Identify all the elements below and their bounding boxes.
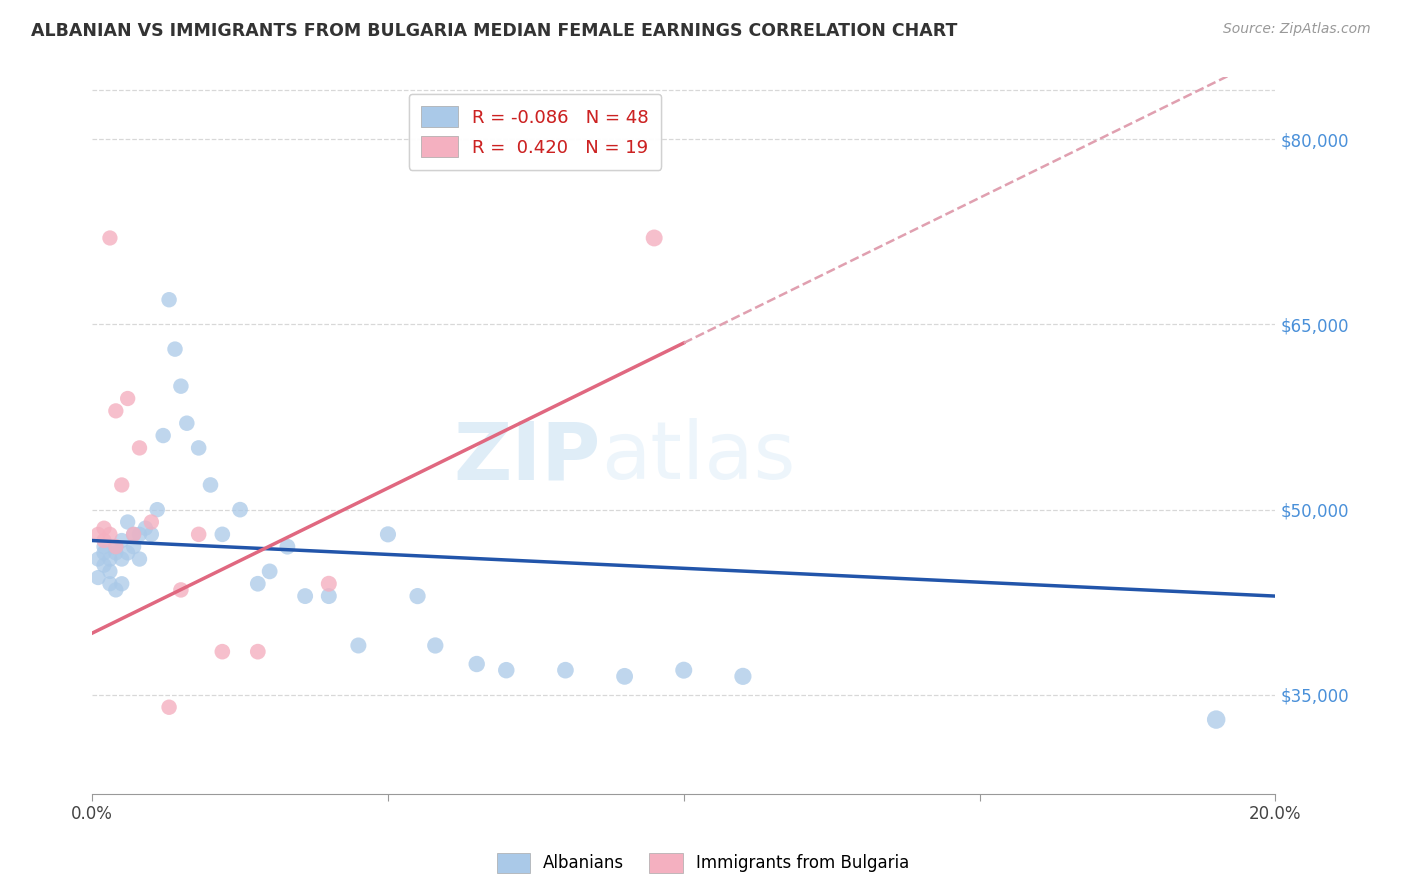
Point [246, 576, 269, 591]
Text: atlas: atlas [600, 418, 796, 496]
Point [104, 582, 127, 597]
Point [104, 546, 127, 560]
Point [98, 552, 121, 566]
Point [98, 231, 121, 245]
Point [98, 576, 121, 591]
Point [141, 527, 163, 541]
Point [672, 663, 695, 677]
Point [98, 565, 121, 579]
Point [259, 565, 281, 579]
Point [613, 669, 636, 683]
Point [731, 669, 754, 683]
Point [377, 527, 399, 541]
Point [111, 533, 134, 548]
Point [163, 342, 186, 356]
Point [111, 552, 134, 566]
Point [128, 527, 150, 541]
Point [122, 527, 145, 541]
Point [87, 552, 110, 566]
Point [117, 392, 139, 406]
Point [406, 589, 429, 603]
Point [134, 521, 156, 535]
Point [187, 527, 209, 541]
Point [104, 540, 127, 554]
Point [141, 515, 163, 529]
Point [425, 639, 447, 653]
Point [93, 533, 115, 548]
Point [318, 589, 340, 603]
Point [157, 700, 180, 714]
Text: ALBANIAN VS IMMIGRANTS FROM BULGARIA MEDIAN FEMALE EARNINGS CORRELATION CHART: ALBANIAN VS IMMIGRANTS FROM BULGARIA MED… [31, 22, 957, 40]
Point [276, 540, 298, 554]
Point [111, 478, 134, 492]
Point [128, 552, 150, 566]
Point [465, 657, 488, 671]
Point [643, 231, 665, 245]
Legend: R = -0.086   N = 48, R =  0.420   N = 19: R = -0.086 N = 48, R = 0.420 N = 19 [409, 94, 661, 169]
Point [495, 663, 517, 677]
Point [1205, 713, 1227, 727]
Point [122, 527, 145, 541]
Point [347, 639, 370, 653]
Point [122, 540, 145, 554]
Point [128, 441, 150, 455]
Point [554, 663, 576, 677]
Text: ZIP: ZIP [454, 418, 600, 496]
Point [170, 379, 193, 393]
Point [111, 576, 134, 591]
Point [93, 558, 115, 573]
Point [87, 570, 110, 584]
Point [146, 502, 169, 516]
Legend: Albanians, Immigrants from Bulgaria: Albanians, Immigrants from Bulgaria [489, 847, 917, 880]
Point [246, 645, 269, 659]
Point [104, 404, 127, 418]
Point [211, 645, 233, 659]
Point [294, 589, 316, 603]
Point [87, 527, 110, 541]
Point [93, 546, 115, 560]
Point [318, 576, 340, 591]
Point [170, 582, 193, 597]
Point [98, 527, 121, 541]
Point [229, 502, 252, 516]
Point [117, 546, 139, 560]
Text: Source: ZipAtlas.com: Source: ZipAtlas.com [1223, 22, 1371, 37]
Point [211, 527, 233, 541]
Point [176, 416, 198, 430]
Point [93, 521, 115, 535]
Point [93, 540, 115, 554]
Point [187, 441, 209, 455]
Point [117, 515, 139, 529]
Point [157, 293, 180, 307]
Point [200, 478, 222, 492]
Point [104, 540, 127, 554]
Point [152, 428, 174, 442]
